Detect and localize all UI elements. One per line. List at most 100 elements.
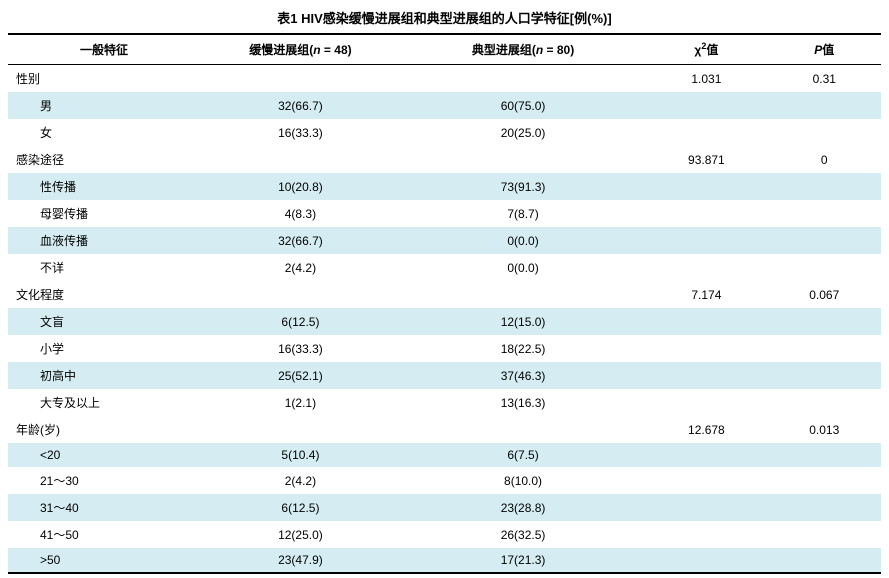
subcategory-label: 男	[8, 92, 200, 119]
table-row: 初高中25(52.1)37(46.3)	[8, 362, 881, 389]
table-body: 性别1.0310.31男32(66.7)60(75.0)女16(33.3)20(…	[8, 65, 881, 574]
table-title: 表1 HIV感染缓慢进展组和典型进展组的人口学特征[例(%)]	[8, 4, 881, 33]
cell-typical	[401, 416, 645, 443]
cell-p	[767, 521, 881, 548]
col-typical-group: 典型进展组(n = 80)	[401, 34, 645, 65]
cell-slow: 16(33.3)	[200, 335, 401, 362]
col-characteristic: 一般特征	[8, 34, 200, 65]
table-row: 不详2(4.2)0(0.0)	[8, 254, 881, 281]
cell-typical: 26(32.5)	[401, 521, 645, 548]
cell-chi2	[645, 443, 767, 467]
cell-slow: 4(8.3)	[200, 200, 401, 227]
subcategory-label: >50	[8, 548, 200, 573]
col-p: P值	[767, 34, 881, 65]
cell-chi2	[645, 308, 767, 335]
table-row: 母婴传播4(8.3)7(8.7)	[8, 200, 881, 227]
cell-slow: 32(66.7)	[200, 92, 401, 119]
subcategory-label: 小学	[8, 335, 200, 362]
cell-slow: 6(12.5)	[200, 308, 401, 335]
table-row: 女16(33.3)20(25.0)	[8, 119, 881, 146]
table-row: 年龄(岁) 12.6780.013	[8, 416, 881, 443]
cell-typical: 18(22.5)	[401, 335, 645, 362]
subcategory-label: 母婴传播	[8, 200, 200, 227]
header-row: 一般特征 缓慢进展组(n = 48) 典型进展组(n = 80) χ2值 P值	[8, 34, 881, 65]
table-row: >5023(47.9)17(21.3)	[8, 548, 881, 573]
cell-slow	[200, 416, 401, 443]
cell-slow: 10(20.8)	[200, 173, 401, 200]
cell-typical: 0(0.0)	[401, 254, 645, 281]
cell-chi2: 7.174	[645, 281, 767, 308]
col-slow-suffix: = 48)	[321, 43, 352, 57]
cell-typical: 12(15.0)	[401, 308, 645, 335]
cell-slow: 12(25.0)	[200, 521, 401, 548]
cell-p: 0	[767, 146, 881, 173]
cell-chi2	[645, 521, 767, 548]
table-row: 文盲6(12.5)12(15.0)	[8, 308, 881, 335]
table-row: 21～302(4.2)8(10.0)	[8, 467, 881, 494]
subcategory-label: 21～30	[8, 467, 200, 494]
table-row: 小学16(33.3)18(22.5)	[8, 335, 881, 362]
cell-chi2	[645, 335, 767, 362]
cell-p	[767, 389, 881, 416]
cell-p	[767, 467, 881, 494]
cell-slow: 2(4.2)	[200, 254, 401, 281]
cell-p	[767, 173, 881, 200]
subcategory-label: 血液传播	[8, 227, 200, 254]
cell-chi2	[645, 200, 767, 227]
cell-typical: 7(8.7)	[401, 200, 645, 227]
cell-chi2: 12.678	[645, 416, 767, 443]
col-typ-suffix: = 80)	[543, 43, 574, 57]
table-row: 血液传播32(66.7)0(0.0)	[8, 227, 881, 254]
cell-chi2	[645, 467, 767, 494]
cell-p	[767, 254, 881, 281]
cell-typical: 17(21.3)	[401, 548, 645, 573]
category-label: 性别	[8, 65, 200, 93]
cell-typical: 8(10.0)	[401, 467, 645, 494]
p-suffix: 值	[822, 43, 834, 57]
cell-slow: 5(10.4)	[200, 443, 401, 467]
cell-p	[767, 362, 881, 389]
cell-slow: 32(66.7)	[200, 227, 401, 254]
subcategory-label: 41～50	[8, 521, 200, 548]
cell-chi2	[645, 548, 767, 573]
subcategory-label: 文盲	[8, 308, 200, 335]
cell-typical: 60(75.0)	[401, 92, 645, 119]
cell-typical	[401, 146, 645, 173]
cell-p: 0.31	[767, 65, 881, 93]
category-label: 年龄(岁)	[8, 416, 200, 443]
table-row: 文化程度7.1740.067	[8, 281, 881, 308]
cell-chi2	[645, 227, 767, 254]
cell-p	[767, 200, 881, 227]
cell-typical: 0(0.0)	[401, 227, 645, 254]
table-row: 31～406(12.5)23(28.8)	[8, 494, 881, 521]
subcategory-label: 31～40	[8, 494, 200, 521]
subcategory-label: <20	[8, 443, 200, 467]
cell-typical: 73(91.3)	[401, 173, 645, 200]
col-slow-group: 缓慢进展组(n = 48)	[200, 34, 401, 65]
col-slow-n: n	[313, 43, 320, 57]
table-row: 41～5012(25.0)26(32.5)	[8, 521, 881, 548]
table-row: 性别1.0310.31	[8, 65, 881, 93]
cell-p	[767, 443, 881, 467]
col-chi2: χ2值	[645, 34, 767, 65]
cell-slow: 23(47.9)	[200, 548, 401, 573]
cell-typical: 13(16.3)	[401, 389, 645, 416]
cell-typical: 37(46.3)	[401, 362, 645, 389]
cell-p: 0.013	[767, 416, 881, 443]
cell-chi2	[645, 254, 767, 281]
cell-slow	[200, 281, 401, 308]
category-label: 感染途径	[8, 146, 200, 173]
subcategory-label: 性传播	[8, 173, 200, 200]
cell-slow: 25(52.1)	[200, 362, 401, 389]
table-row: 男32(66.7)60(75.0)	[8, 92, 881, 119]
table-row: 感染途径93.8710	[8, 146, 881, 173]
cell-chi2	[645, 389, 767, 416]
cell-chi2	[645, 119, 767, 146]
col-typ-prefix: 典型进展组(	[472, 43, 536, 57]
cell-chi2	[645, 494, 767, 521]
cell-typical: 23(28.8)	[401, 494, 645, 521]
chi-suffix: 值	[706, 43, 718, 57]
cell-p	[767, 227, 881, 254]
cell-slow	[200, 146, 401, 173]
subcategory-label: 大专及以上	[8, 389, 200, 416]
